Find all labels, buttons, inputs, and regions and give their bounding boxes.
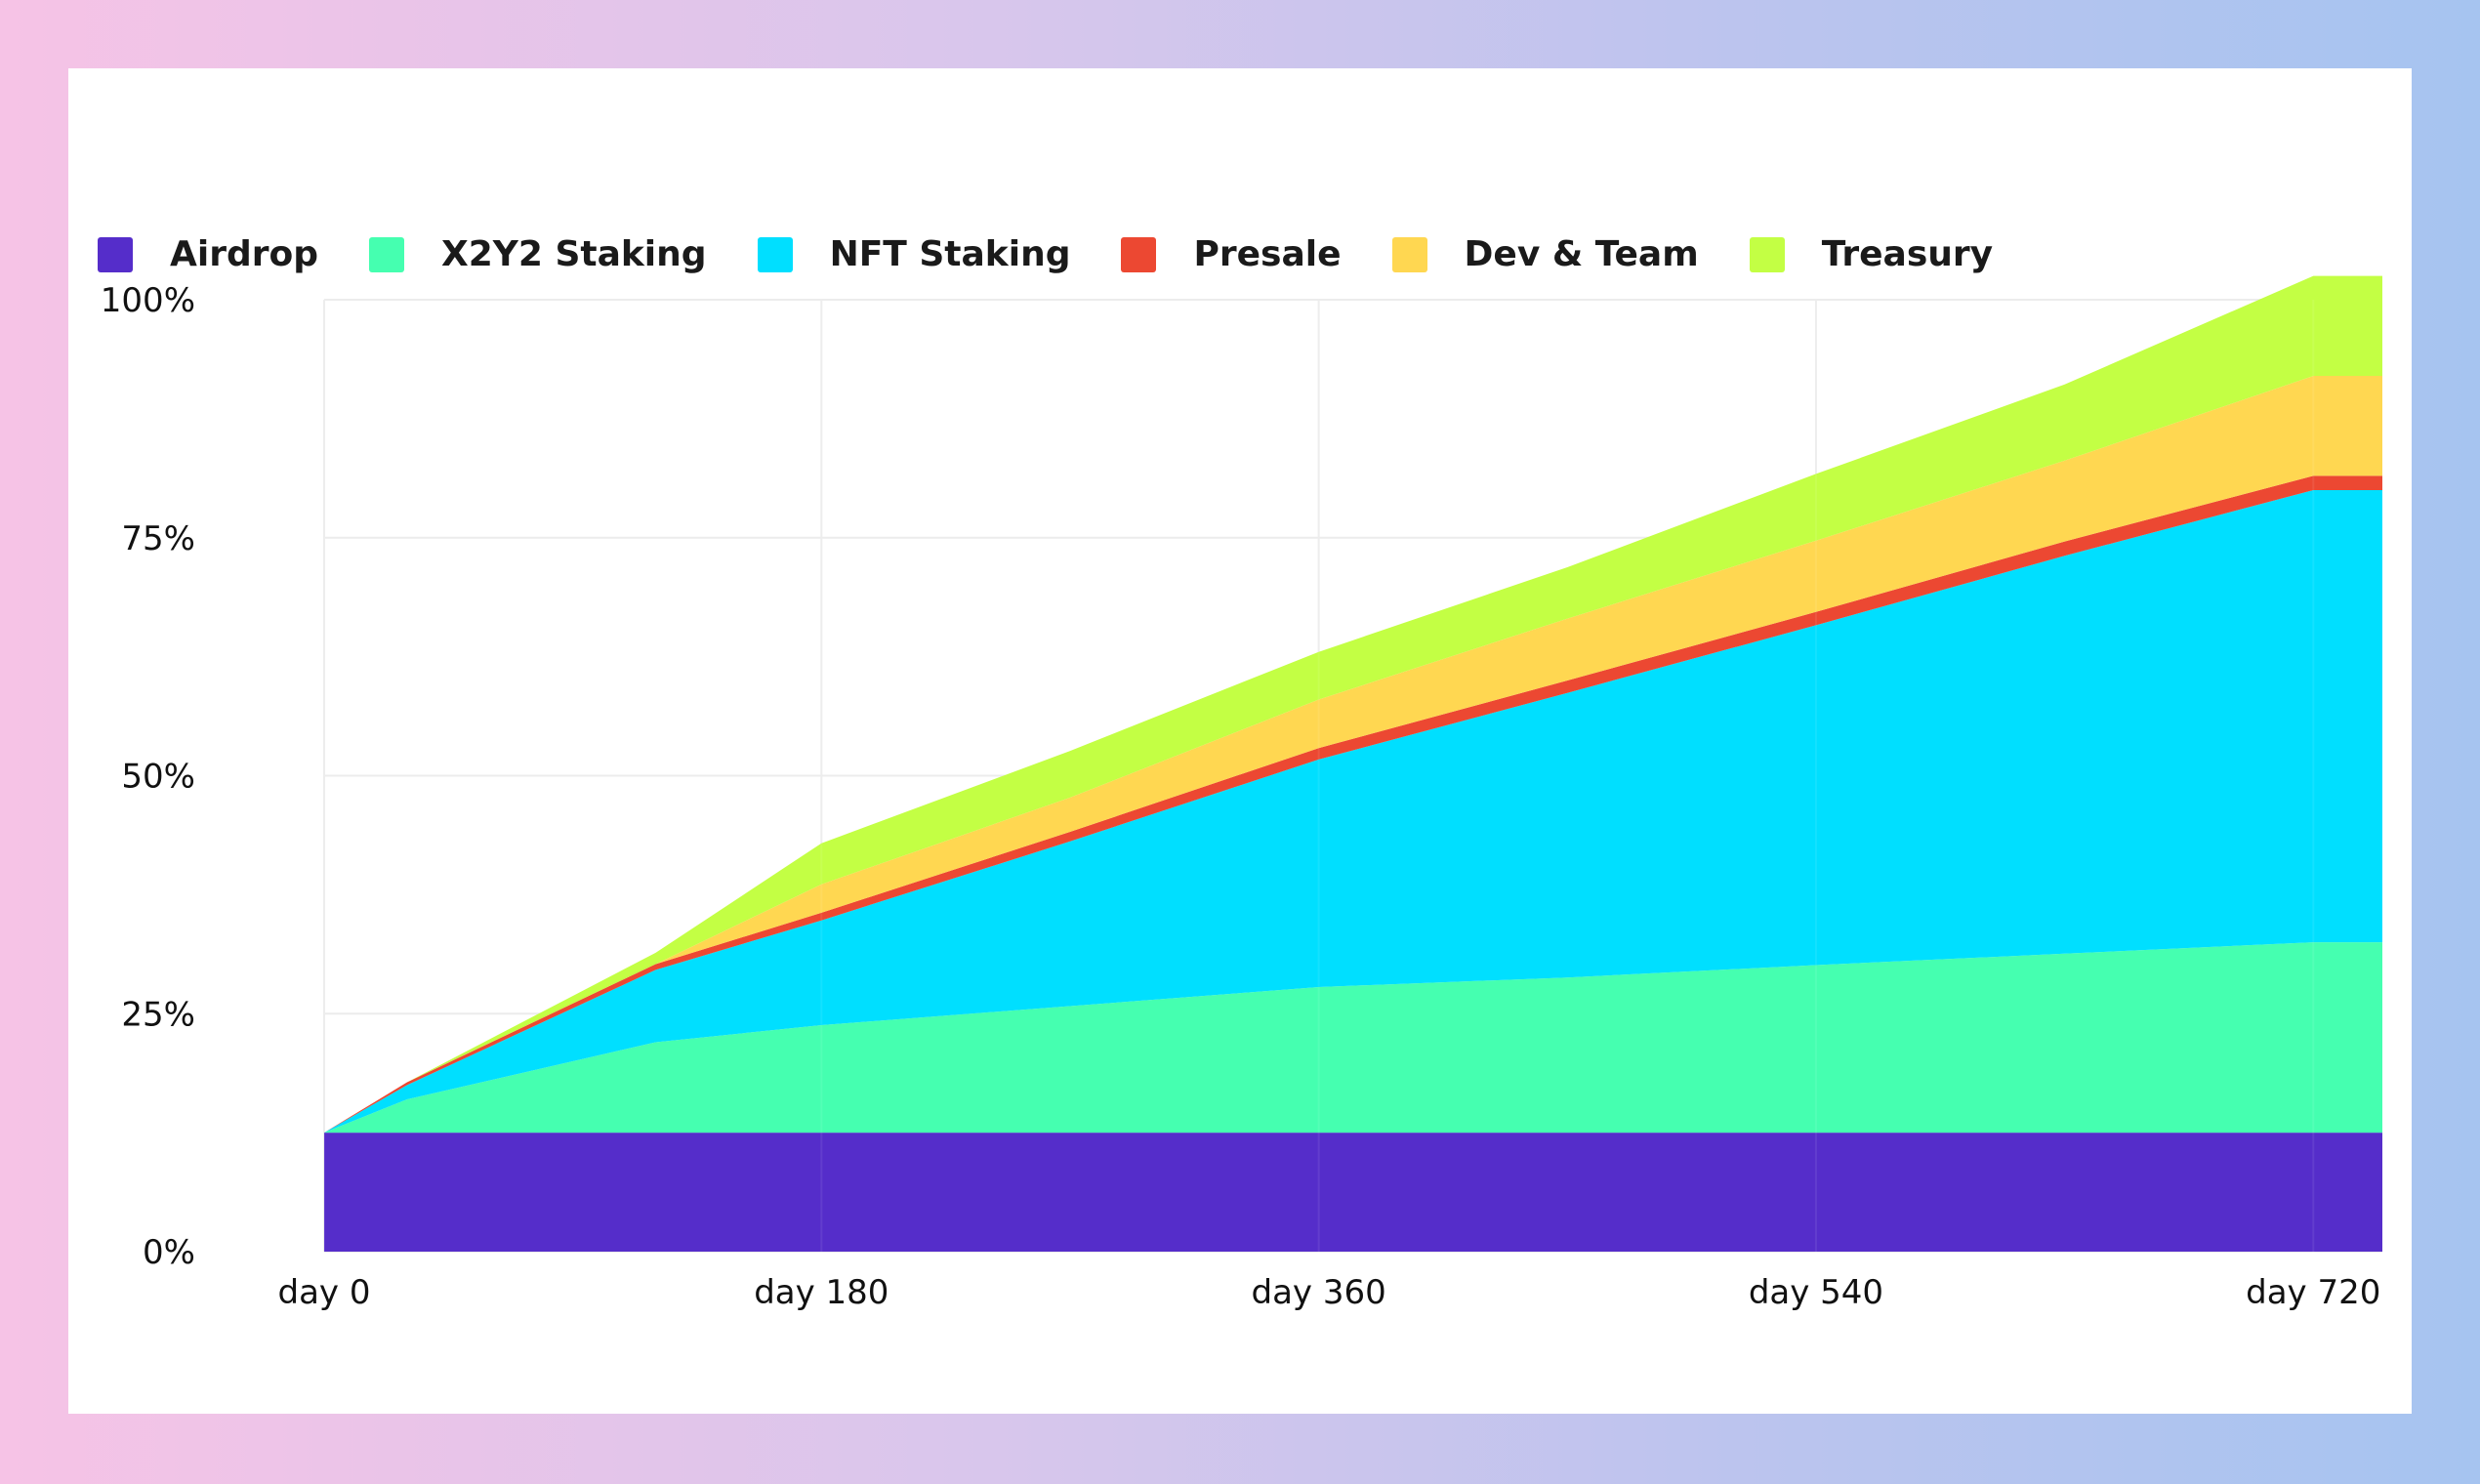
legend-label-dev-team: Dev & Team [1464,234,1699,274]
legend-swatch-nft-staking [757,236,793,272]
stacked-area-chart: 0% 25% 50% 75% 100% day 0 day 180 day 360 day 5… [101,275,2382,1312]
legend-item-dev-team[interactable]: Dev & Team [1391,234,1699,274]
legend-swatch-presale [1121,236,1157,272]
x-tick-label: day 0 [278,1273,371,1312]
area-x2y2-staking[interactable] [324,942,2382,1134]
y-tick-label: 75% [121,519,195,558]
area-treasury[interactable] [324,275,2382,1134]
legend-swatch-dev-team [1391,236,1427,272]
x-tick-label: day 540 [1749,1273,1883,1312]
area-dev-team[interactable] [324,376,2382,1134]
area-nft-staking[interactable] [324,490,2382,1134]
legend-label-x2y2-staking: X2Y2 Staking [440,234,707,274]
y-axis: 0% 25% 50% 75% 100% [101,281,195,1272]
chart-card: Airdrop X2Y2 Staking NFT Staking Presale… [68,68,2412,1414]
legend-item-treasury[interactable]: Treasury [1749,234,1994,274]
chart-legend: Airdrop X2Y2 Staking NFT Staking Presale… [98,234,2044,274]
area-airdrop[interactable] [324,1133,2382,1252]
y-tick-label: 25% [121,995,195,1034]
x-tick-label: day 360 [1252,1273,1386,1312]
x-axis: day 0 day 180 day 360 day 540 day 720 [278,1273,2381,1312]
legend-label-treasury: Treasury [1821,234,1994,274]
legend-swatch-treasury [1749,236,1785,272]
x-tick-label: day 720 [2246,1273,2380,1312]
legend-swatch-x2y2-staking [368,236,404,272]
y-tick-label: 0% [143,1233,195,1272]
legend-item-x2y2-staking[interactable]: X2Y2 Staking [368,234,707,274]
x-tick-label: day 180 [754,1273,889,1312]
legend-label-nft-staking: NFT Staking [829,234,1071,274]
y-tick-label: 100% [101,281,195,320]
legend-item-airdrop[interactable]: Airdrop [98,234,318,274]
area-series [323,275,2382,1252]
legend-item-presale[interactable]: Presale [1121,234,1342,274]
legend-swatch-airdrop [98,236,133,272]
y-tick-label: 50% [121,758,195,797]
legend-label-airdrop: Airdrop [170,234,318,274]
legend-item-nft-staking[interactable]: NFT Staking [757,234,1071,274]
legend-label-presale: Presale [1193,234,1342,274]
